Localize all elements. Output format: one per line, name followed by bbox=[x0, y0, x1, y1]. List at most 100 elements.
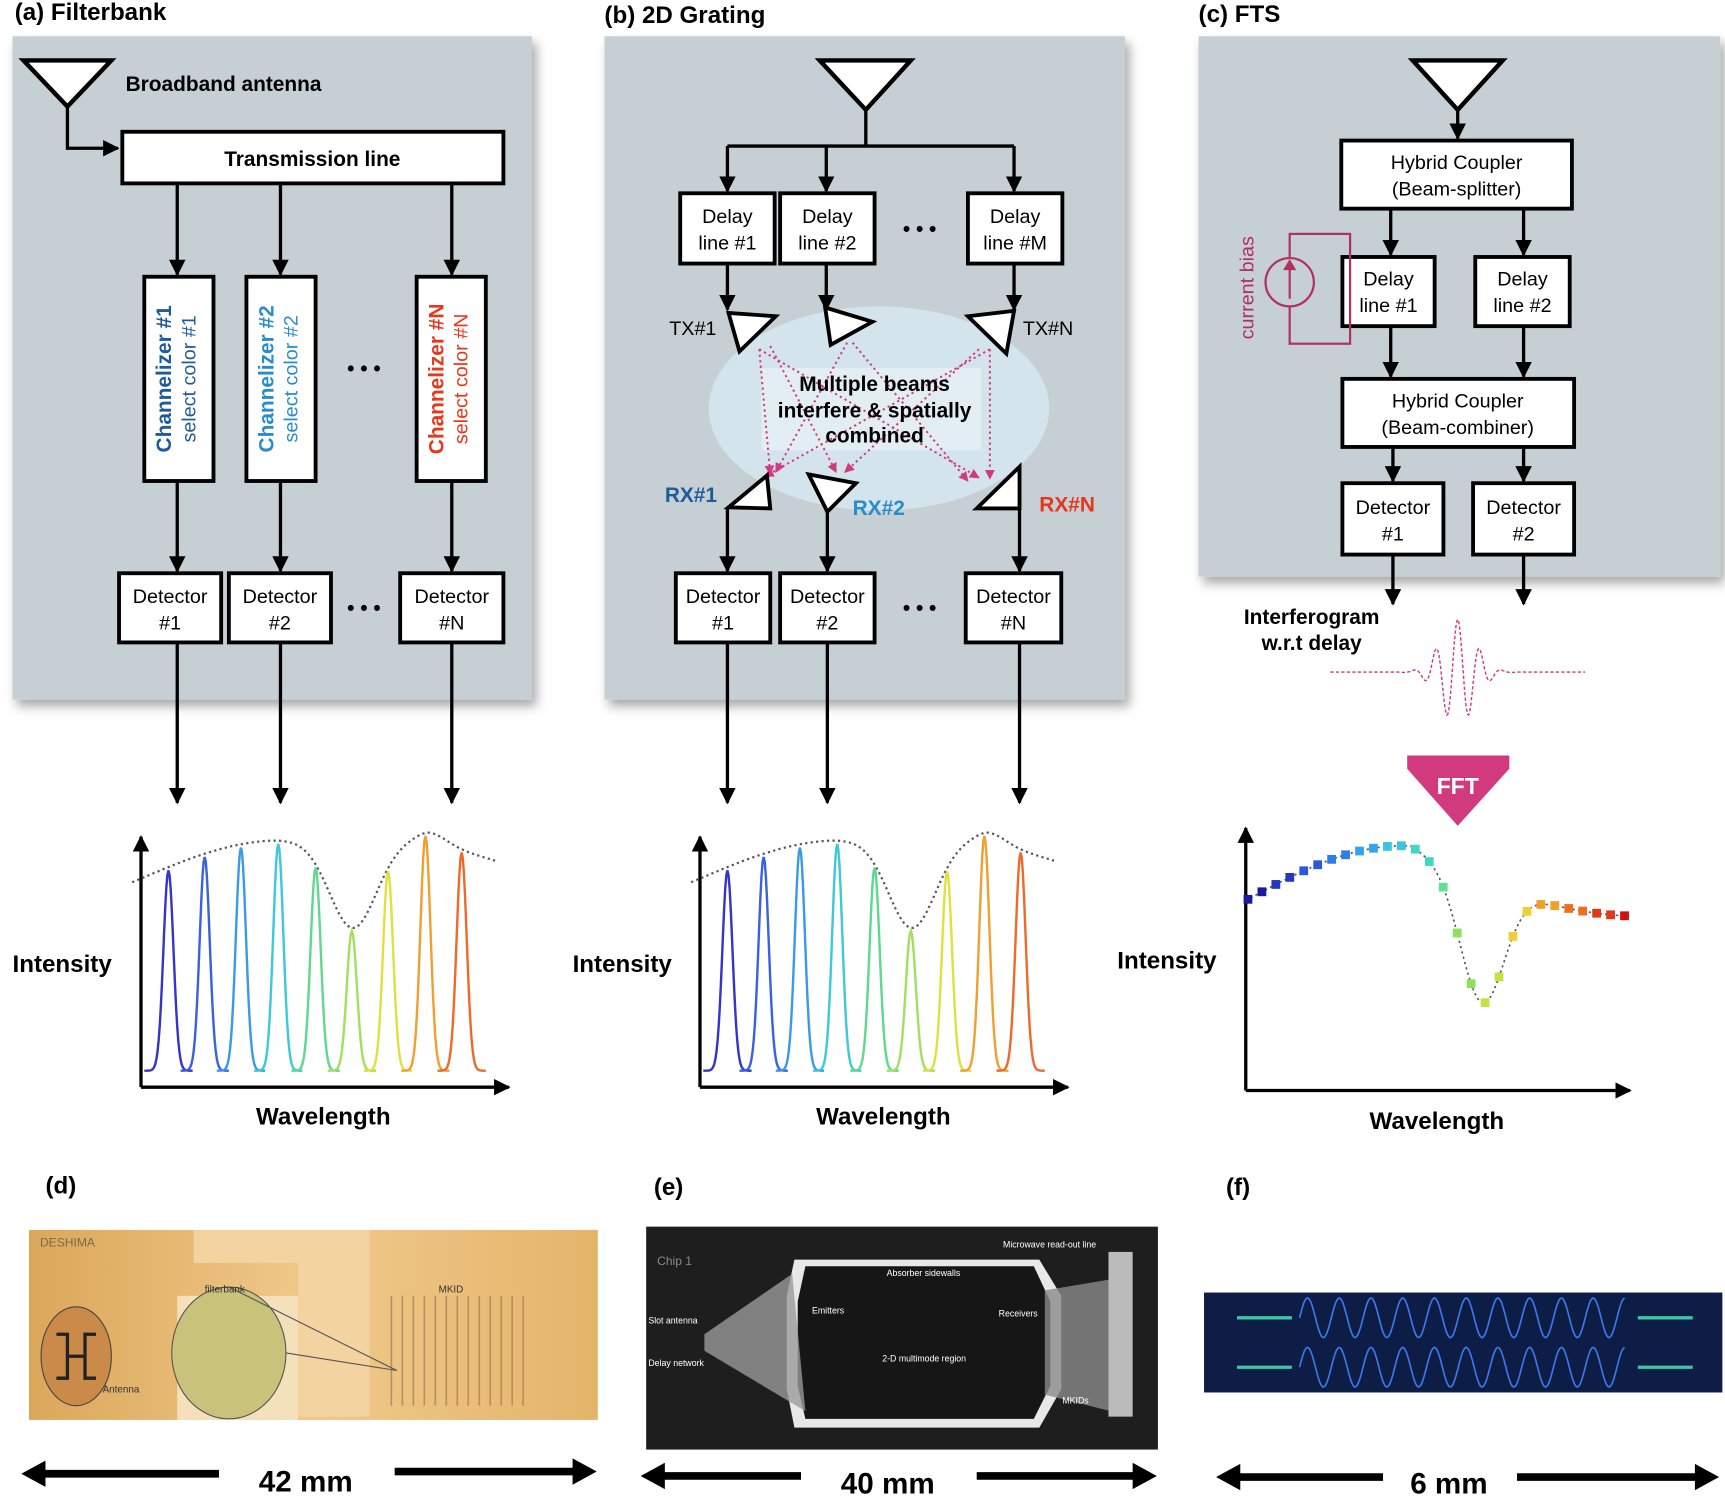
channelizer-box bbox=[142, 274, 216, 483]
detector-number: #N bbox=[439, 612, 464, 634]
channelizer-label: Channelizer #1 bbox=[153, 305, 176, 453]
x-axis-label: Wavelength bbox=[816, 1104, 951, 1131]
spectrum-point bbox=[1508, 931, 1518, 941]
photo-label: Absorber sidewalls bbox=[887, 1268, 961, 1278]
spectral-peak bbox=[775, 847, 825, 1072]
interferogram-curve bbox=[1330, 617, 1586, 716]
delay-line-label: Delay bbox=[702, 206, 753, 228]
spectrum-point bbox=[1438, 882, 1448, 892]
spectral-peak bbox=[216, 847, 266, 1072]
detector-label: Detector bbox=[1356, 497, 1431, 519]
tx-n-emitter-icon bbox=[963, 308, 1017, 358]
grating-chip-photo: Chip 1 Microwave read-out line Absorber … bbox=[646, 1226, 1158, 1450]
detector-label: Detector bbox=[790, 586, 865, 608]
delay-line-number: line #1 bbox=[1359, 295, 1417, 317]
spectrum-point bbox=[1466, 979, 1476, 989]
detector-number: #2 bbox=[1513, 523, 1535, 545]
ellipsis: • • • bbox=[903, 218, 937, 241]
spectrum-point bbox=[1369, 843, 1378, 853]
photo-label: 2-D multimode region bbox=[882, 1354, 966, 1364]
spectral-peak bbox=[886, 927, 935, 1072]
spectrum-point bbox=[1285, 872, 1295, 882]
spectrum-plot-a bbox=[131, 831, 511, 1096]
delay-line-box bbox=[678, 191, 777, 266]
spectral-peak bbox=[363, 871, 413, 1072]
beam-splitter-box bbox=[1339, 138, 1574, 211]
photo-label: MKIDs bbox=[1062, 1395, 1089, 1405]
spectrum-point bbox=[1327, 854, 1337, 864]
tx-1-emitter-icon bbox=[725, 310, 781, 356]
ellipsis: • • • bbox=[347, 597, 381, 620]
panel-a-title: (a) Filterbank bbox=[15, 0, 167, 26]
delay-line-box bbox=[778, 191, 877, 266]
delay-line-label: Delay bbox=[990, 206, 1041, 228]
center-text-line-2: interfere & spatially bbox=[778, 399, 972, 422]
detector-2-box bbox=[1471, 481, 1577, 557]
center-text-line-1: Multiple beams bbox=[799, 373, 950, 396]
y-axis-label: Intensity bbox=[1117, 948, 1217, 975]
tx-n-label: TX#N bbox=[1023, 318, 1073, 340]
spectral-peak bbox=[254, 843, 303, 1072]
spectral-peak bbox=[437, 852, 486, 1072]
delay-line-box bbox=[966, 191, 1065, 266]
delay-line-number: line #2 bbox=[1493, 295, 1551, 317]
antenna-icon bbox=[1407, 58, 1508, 114]
tx-2-emitter-icon bbox=[822, 304, 878, 348]
rx-2-label: RX#2 bbox=[853, 497, 905, 520]
detector-number: #1 bbox=[712, 612, 734, 634]
fft-arrow-icon bbox=[1407, 755, 1510, 826]
spectrum-point bbox=[1410, 844, 1420, 854]
spectral-peak bbox=[813, 843, 862, 1072]
spectrum-point bbox=[1592, 908, 1602, 918]
spectrum-point bbox=[1383, 842, 1392, 851]
fts-chip-photo bbox=[1204, 1292, 1723, 1393]
panel-e: (e) Chip 1 Microwave read-out line Absor… bbox=[640, 1174, 1158, 1499]
detector-label: Detector bbox=[686, 586, 761, 608]
transmission-line-label: Transmission line bbox=[224, 148, 400, 171]
panel-b-title: (b) 2D Grating bbox=[604, 2, 765, 29]
rx-1-receiver-icon bbox=[723, 471, 773, 511]
beam-splitter-sublabel: (Beam-splitter) bbox=[1392, 178, 1522, 200]
ellipsis: • • • bbox=[903, 597, 937, 620]
photo-label: Slot antenna bbox=[648, 1315, 697, 1325]
rx-2-receiver-icon bbox=[805, 471, 860, 515]
scale-label: 42 mm bbox=[259, 1465, 353, 1498]
tx-1-label: TX#1 bbox=[669, 318, 716, 340]
spectrum-plot-c bbox=[1237, 826, 1633, 1099]
y-axis-label: Intensity bbox=[13, 951, 113, 978]
spectrum-point bbox=[1522, 906, 1532, 916]
detector-label: Detector bbox=[243, 586, 318, 608]
channelizer-label: Channelizer #2 bbox=[255, 305, 278, 452]
detector-number: #1 bbox=[1382, 523, 1404, 545]
panel-f-label: (f) bbox=[1226, 1174, 1250, 1201]
spectrum-point bbox=[1550, 901, 1560, 910]
spectral-peak bbox=[960, 835, 1009, 1072]
interferogram-sublabel: w.r.t delay bbox=[1261, 632, 1362, 655]
beam-combiner-sublabel: (Beam-combiner) bbox=[1381, 417, 1534, 439]
photo-label: Antenna bbox=[103, 1384, 140, 1395]
delay-line-number: line #2 bbox=[798, 232, 856, 254]
detector-box bbox=[778, 571, 877, 645]
detector-label: Detector bbox=[976, 586, 1051, 608]
beam-splitter-label: Hybrid Coupler bbox=[1391, 152, 1523, 174]
photo-label: filterbank bbox=[205, 1285, 245, 1296]
panel-c: (c) FTS Hybrid Coupler (Beam-splitter) D… bbox=[1117, 1, 1721, 1135]
antenna-icon bbox=[18, 58, 117, 110]
spectral-peak bbox=[703, 870, 752, 1072]
spectral-peak bbox=[922, 871, 972, 1072]
spectrum-point bbox=[1341, 850, 1350, 860]
spectral-peak bbox=[739, 856, 788, 1072]
beam-combiner-label: Hybrid Coupler bbox=[1392, 390, 1524, 412]
x-axis-label: Wavelength bbox=[1370, 1108, 1505, 1135]
spectral-peak bbox=[401, 835, 450, 1072]
spectrum-point bbox=[1424, 857, 1434, 866]
spectrum-point bbox=[1494, 972, 1504, 982]
spectrum-point bbox=[1564, 904, 1574, 913]
spectrum-point bbox=[1620, 911, 1629, 921]
detector-label: Detector bbox=[133, 586, 208, 608]
delay-line-label: Delay bbox=[1363, 269, 1414, 291]
channelizer-label: Channelizer #N bbox=[426, 304, 449, 455]
detector-box bbox=[963, 571, 1064, 645]
spectrum-point bbox=[1243, 894, 1253, 904]
panel-b: (b) 2D Grating Delay line #1 Delay line #2 D… bbox=[573, 2, 1125, 1131]
